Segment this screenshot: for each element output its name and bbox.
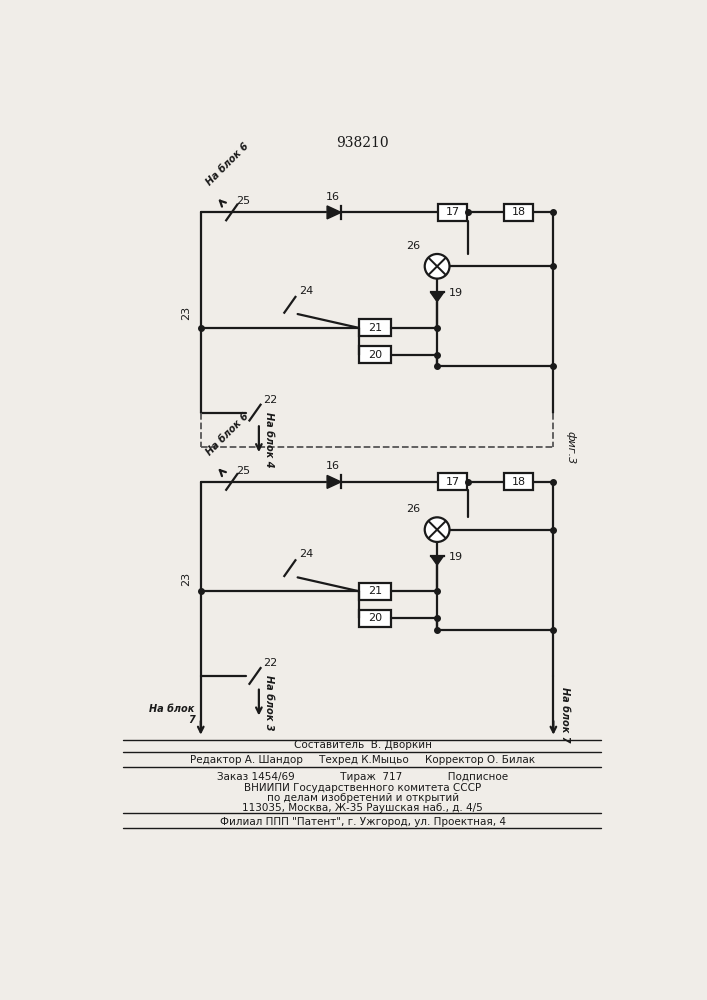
Text: Филиал ППП "Патент", г. Ужгород, ул. Проектная, 4: Филиал ППП "Патент", г. Ужгород, ул. Про…: [220, 817, 506, 827]
Text: 22: 22: [263, 658, 277, 668]
Bar: [359, 319, 392, 336]
Text: На блок
7: На блок 7: [149, 704, 194, 725]
Text: Заказ 1454/69              Тираж  717              Подписное: Заказ 1454/69 Тираж 717 Подписное: [217, 772, 508, 782]
Bar: [359, 346, 392, 363]
Text: 22: 22: [263, 395, 277, 405]
Text: На блок 6: На блок 6: [204, 411, 251, 457]
Circle shape: [425, 517, 450, 542]
Text: 18: 18: [511, 207, 525, 217]
Polygon shape: [327, 206, 341, 219]
Text: 24: 24: [299, 549, 313, 559]
Text: 25: 25: [235, 466, 250, 476]
Text: 20: 20: [368, 613, 382, 623]
Polygon shape: [431, 556, 443, 565]
Text: 23: 23: [182, 305, 192, 320]
Text: На блок 6: На блок 6: [204, 141, 251, 188]
Text: Составитель  В. Дворкин: Составитель В. Дворкин: [293, 740, 432, 750]
Text: фиг.3: фиг.3: [565, 431, 575, 464]
Bar: [504, 473, 533, 490]
Text: 113035, Москва, Ж-35 Раушская наб., д. 4/5: 113035, Москва, Ж-35 Раушская наб., д. 4…: [243, 803, 483, 813]
Text: 19: 19: [449, 552, 463, 562]
Bar: [359, 610, 392, 627]
Bar: [438, 204, 467, 221]
Polygon shape: [327, 475, 341, 488]
Text: 17: 17: [445, 477, 460, 487]
Text: 25: 25: [235, 196, 250, 206]
Text: 21: 21: [368, 323, 382, 333]
Text: Редактор А. Шандор     Техред К.Мыцьо     Корректор О. Билак: Редактор А. Шандор Техред К.Мыцьо Коррек…: [190, 755, 535, 765]
Text: На блок 4: На блок 4: [264, 412, 274, 467]
Circle shape: [425, 254, 450, 279]
Text: 20: 20: [368, 350, 382, 360]
Text: На блок 7: На блок 7: [559, 687, 570, 742]
Text: 19: 19: [449, 288, 463, 298]
Text: 16: 16: [325, 461, 339, 471]
Text: 26: 26: [406, 504, 420, 514]
Bar: [438, 473, 467, 490]
Text: 16: 16: [325, 192, 339, 202]
Text: 24: 24: [299, 286, 313, 296]
Bar: [359, 583, 392, 600]
Text: На блок 3: На блок 3: [264, 675, 274, 731]
Text: по делам изобретений и открытий: по делам изобретений и открытий: [267, 793, 459, 803]
Text: 23: 23: [182, 572, 192, 586]
Text: 26: 26: [406, 241, 420, 251]
Text: 17: 17: [445, 207, 460, 217]
Text: 21: 21: [368, 586, 382, 596]
Text: 18: 18: [511, 477, 525, 487]
Bar: [504, 204, 533, 221]
Text: 938210: 938210: [337, 136, 389, 150]
Polygon shape: [431, 292, 443, 302]
Text: ВНИИПИ Государственного комитета СССР: ВНИИПИ Государственного комитета СССР: [244, 783, 481, 793]
